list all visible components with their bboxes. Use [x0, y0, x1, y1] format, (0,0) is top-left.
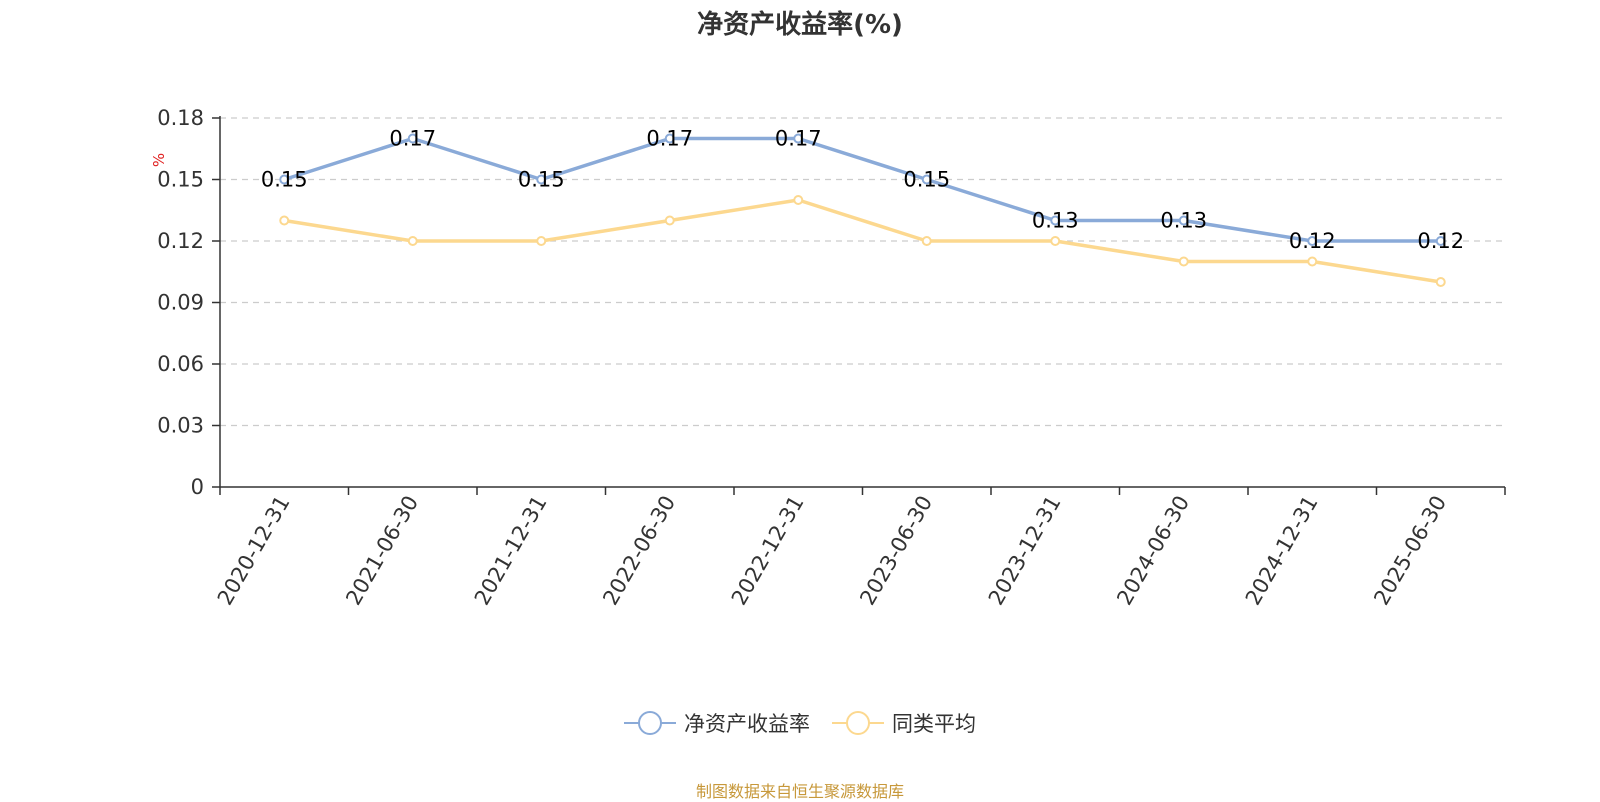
data-label: 0.15	[261, 168, 308, 192]
series-point-1	[664, 215, 675, 226]
series-point-1	[1435, 277, 1446, 287]
series-point-1	[793, 195, 804, 205]
y-axis-unit-label: %	[150, 153, 168, 167]
data-label: 0.13	[1160, 209, 1207, 233]
series-point-0	[1178, 215, 1189, 226]
source-note: 制图数据来自恒生聚源数据库	[695, 782, 904, 801]
series-point-0	[664, 133, 675, 144]
axes: 0 0.03 0.06 0.09 0.12 0.15 0.18% 2020-12-31 2021…	[150, 106, 1506, 610]
y-tick-label: 0.09	[157, 291, 204, 315]
chart-title: 净资产收益率(%)	[697, 10, 903, 40]
series-point-1	[407, 236, 418, 246]
data-label: 0.17	[775, 127, 822, 151]
x-tick-label: 2023-12-31	[984, 492, 1066, 610]
x-tick-label: 2022-06-30	[598, 492, 680, 610]
series-point-0	[1307, 236, 1318, 246]
y-tick-label: 0	[191, 475, 204, 499]
data-label: 0.17	[389, 127, 436, 151]
y-tick-label: 0.12	[157, 229, 204, 253]
legend-label-peer-average: 同类平均	[892, 712, 976, 736]
x-tick-label: 2024-06-30	[1112, 492, 1194, 610]
x-tick-label: 2022-12-31	[727, 492, 809, 610]
legend-item-peer-average[interactable]: 同类平均	[832, 708, 976, 738]
y-tick-label: 0.06	[157, 352, 204, 376]
series-point-0	[921, 174, 932, 185]
legend-label-roe: 净资产收益率	[684, 712, 810, 736]
legend: 净资产收益率 同类平均	[0, 708, 1600, 738]
series-point-1	[536, 236, 547, 246]
series-point-0	[1050, 215, 1061, 226]
series-point-0	[279, 174, 290, 185]
series-point-1	[1050, 236, 1061, 246]
series-point-1	[1307, 256, 1318, 267]
series-line-1	[283, 198, 1442, 284]
x-tick-label: 2021-12-31	[470, 492, 552, 610]
legend-circle-icon	[832, 711, 884, 735]
x-tick-label: 2021-06-30	[341, 492, 423, 610]
data-label: 0.15	[903, 168, 950, 192]
series-point-0	[793, 133, 804, 144]
data-label: 0.12	[1289, 229, 1336, 253]
x-tick-label: 2024-12-31	[1241, 492, 1323, 610]
y-tick-label: 0.15	[157, 168, 204, 192]
gridlines	[220, 117, 1505, 427]
data-label: 0.12	[1417, 229, 1464, 253]
x-tick-label: 2025-06-30	[1369, 492, 1451, 610]
series-point-0	[1435, 236, 1446, 246]
y-tick-label: 0.03	[157, 414, 204, 438]
y-tick-label: 0.18	[157, 106, 204, 130]
series-point-1	[1178, 256, 1189, 267]
data-label: 0.17	[646, 127, 693, 151]
series-line-0	[283, 136, 1441, 243]
data-labels: 0.15 0.17 0.15 0.17 0.17 0.15 0.13 0.13 0.12 0.12	[261, 127, 1464, 254]
series-point-1	[279, 215, 290, 226]
series-point-1	[921, 236, 932, 246]
series-point-0	[407, 133, 418, 144]
data-label: 0.13	[1032, 209, 1079, 233]
series-point-0	[536, 174, 547, 185]
legend-item-roe[interactable]: 净资产收益率	[624, 708, 810, 738]
data-label: 0.15	[518, 168, 565, 192]
legend-circle-icon	[624, 711, 676, 735]
x-tick-label: 2020-12-31	[213, 492, 295, 610]
series	[279, 133, 1446, 287]
x-tick-label: 2023-06-30	[855, 492, 937, 610]
